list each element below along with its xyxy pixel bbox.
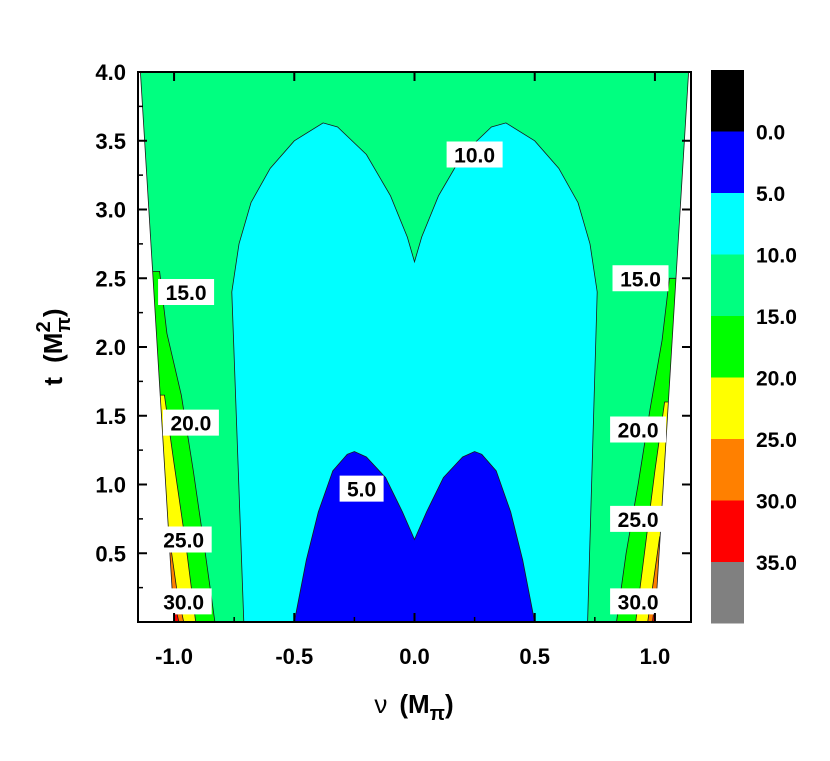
y-tick-label-5: 3.0 <box>95 198 126 223</box>
contour-label-6: 25.0 <box>163 530 204 553</box>
contour-label-8: 30.0 <box>163 591 204 614</box>
x-axis-unit: M <box>408 689 430 719</box>
legend-label-7: 30.0 <box>756 491 797 514</box>
legend-label-3: 10.0 <box>756 245 797 268</box>
y-axis-symbol: t <box>38 377 68 386</box>
contour-label-1: 15.0 <box>166 282 207 305</box>
domain-mask-right <box>654 72 691 622</box>
color-legend: 0.0 5.0 10.0 15.0 20.0 25.0 30.0 35.0 <box>711 70 797 624</box>
contour-label-box-2 <box>612 265 669 292</box>
y-axis: 0.5 1.0 1.5 2.0 2.5 3.0 3.5 4.0 <box>95 60 691 589</box>
contour-regions <box>138 72 691 622</box>
x-tick-label-1: -0.5 <box>275 644 313 669</box>
legend-swatch-0 <box>711 70 744 132</box>
contour-label-5: 5.0 <box>347 479 376 502</box>
y-tick-label-1: 1.0 <box>95 473 126 498</box>
legend-label-8: 35.0 <box>756 552 797 575</box>
contour-label-box-7 <box>610 505 667 532</box>
y-axis-unit-sub: π <box>53 317 75 332</box>
contour-label-9: 30.0 <box>618 591 659 614</box>
legend-label-4: 15.0 <box>756 306 797 329</box>
x-axis-unit-sub: π <box>430 703 445 725</box>
contour-label-2: 15.0 <box>620 268 661 291</box>
y-tick-label-4: 2.5 <box>95 266 126 291</box>
legend-swatch-1 <box>711 131 744 193</box>
x-tick-label-2: 0.0 <box>399 644 430 669</box>
contour-label-box-5 <box>339 475 384 502</box>
x-tick-label-3: 0.5 <box>519 644 550 669</box>
y-axis-title: t(M2π) <box>33 308 75 385</box>
domain-mask-left <box>138 72 175 622</box>
legend-label-2: 5.0 <box>756 183 785 206</box>
domain-mask <box>138 72 691 622</box>
x-tick-label-0: -1.0 <box>155 644 193 669</box>
contour-label-box-9 <box>610 588 667 615</box>
contour-label-box-3 <box>162 409 219 436</box>
legend-swatch-7 <box>711 500 744 562</box>
legend-swatch-5 <box>711 377 744 439</box>
y-tick-label-3: 2.0 <box>95 335 126 360</box>
legend-swatch-2 <box>711 193 744 255</box>
contour-labels: 10.0 15.0 15.0 20.0 20.0 5.0 25.0 25.0 30.0 30.0 <box>155 141 669 615</box>
contour-label-box-0 <box>446 141 503 168</box>
legend-swatch-8 <box>711 562 744 624</box>
x-axis-title: ν (Mπ) <box>374 689 453 725</box>
y-tick-label-2: 1.5 <box>95 404 126 429</box>
legend-swatch-4 <box>711 316 744 378</box>
y-tick-label-7: 4.0 <box>95 60 126 85</box>
legend-label-5: 20.0 <box>756 368 797 391</box>
y-tick-label-6: 3.5 <box>95 129 126 154</box>
legend-label-6: 25.0 <box>756 429 797 452</box>
contour-label-4: 20.0 <box>618 420 659 443</box>
contour-label-box-6 <box>155 526 212 553</box>
y-tick-label-0: 0.5 <box>95 541 126 566</box>
x-axis-symbol: ν <box>374 689 387 719</box>
contour-label-0: 10.0 <box>454 145 495 168</box>
y-axis-unit: M <box>38 333 68 355</box>
contour-label-box-4 <box>610 416 667 443</box>
contour-label-box-1 <box>158 279 215 305</box>
contour-label-box-8 <box>155 588 212 615</box>
contour-label-7: 25.0 <box>618 509 659 532</box>
y-axis-unit-sup: 2 <box>33 321 55 332</box>
legend-swatch-6 <box>711 439 744 501</box>
legend-swatch-3 <box>711 254 744 316</box>
svg-text:t(M2π): t(M2π) <box>33 308 75 385</box>
contour-label-3: 20.0 <box>170 413 211 436</box>
x-tick-label-4: 1.0 <box>640 644 671 669</box>
x-axis: -1.0 -0.5 0.0 0.5 1.0 <box>155 72 670 669</box>
legend-label-1: 0.0 <box>756 122 785 145</box>
